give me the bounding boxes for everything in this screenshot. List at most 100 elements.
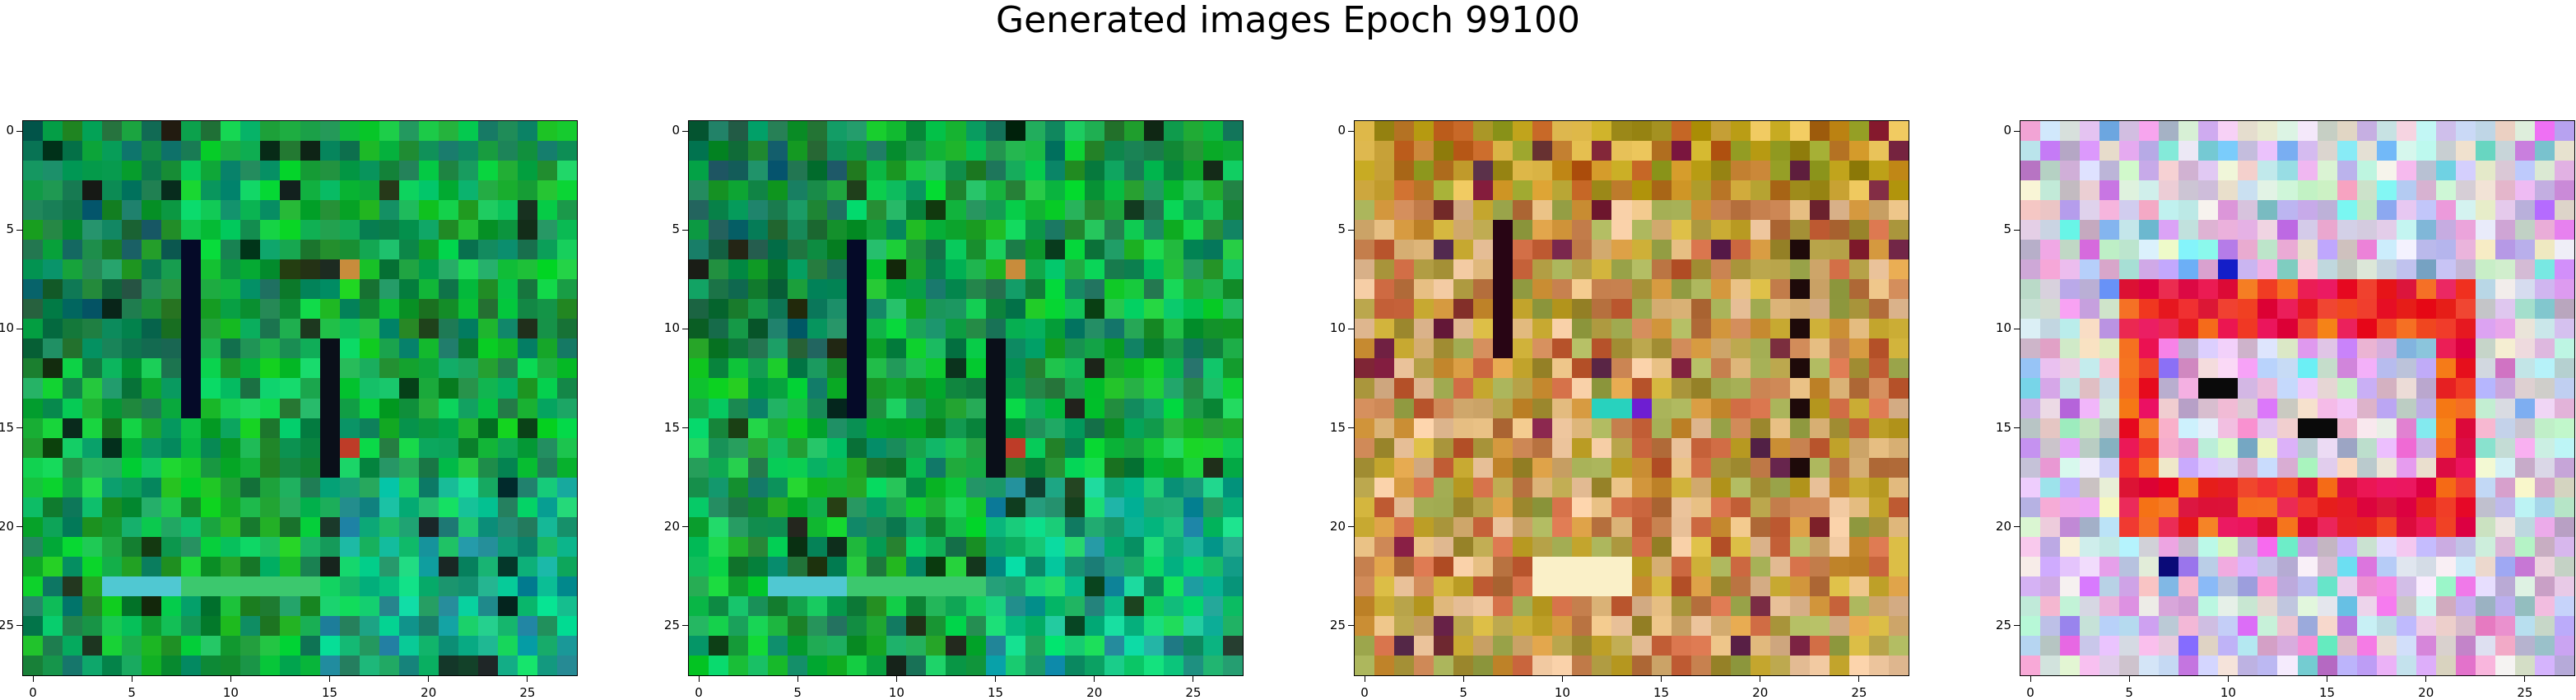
pixel — [1532, 358, 1553, 379]
pixel — [221, 477, 241, 497]
pixel — [1769, 477, 1790, 497]
pixel — [122, 497, 142, 517]
pixel — [2356, 259, 2377, 280]
pixel — [161, 437, 182, 458]
pixel — [2495, 516, 2515, 537]
pixel — [1473, 378, 1494, 399]
pixel — [2554, 259, 2574, 280]
pixel — [2416, 220, 2436, 240]
pixel — [438, 477, 458, 497]
pixel — [339, 299, 360, 320]
pixel — [300, 576, 320, 596]
pixel — [2238, 477, 2258, 497]
pixel — [2396, 655, 2416, 675]
pixel — [43, 259, 63, 280]
pixel — [63, 615, 83, 636]
pixel — [2435, 595, 2456, 616]
pixel — [1690, 655, 1711, 675]
pixel — [2475, 497, 2495, 517]
pixel — [946, 240, 966, 260]
pixel — [748, 319, 769, 339]
pixel — [788, 220, 808, 240]
pixel — [418, 576, 439, 596]
pixel — [221, 180, 241, 201]
pixel — [1710, 220, 1731, 240]
pixel — [260, 635, 281, 656]
pixel — [807, 358, 828, 379]
pixel — [2257, 378, 2278, 399]
pixel — [689, 398, 709, 418]
pixel — [2159, 240, 2179, 260]
pixel — [1183, 418, 1203, 438]
x-tick-label: 25 — [1185, 685, 1202, 700]
pixel — [458, 279, 478, 300]
pixel — [458, 516, 478, 537]
pixel — [1513, 635, 1533, 656]
pixel — [142, 180, 162, 201]
pixel-grid — [688, 120, 1244, 676]
pixel — [1848, 319, 1869, 339]
pixel — [1888, 161, 1909, 181]
pixel — [142, 516, 162, 537]
pixel — [1690, 576, 1711, 596]
pixel — [1202, 635, 1223, 656]
pixel — [379, 240, 399, 260]
pixel — [1104, 576, 1124, 596]
pixel — [2198, 457, 2219, 478]
pixel — [1572, 516, 1593, 537]
pixel — [2554, 161, 2574, 181]
pixel — [1730, 220, 1751, 240]
pixel — [965, 556, 986, 576]
pixel — [2238, 615, 2258, 636]
pixel — [2277, 595, 2298, 616]
pixel — [43, 437, 63, 458]
y-tick-mark — [16, 526, 22, 528]
pixel — [2455, 556, 2476, 576]
pixel — [398, 615, 419, 636]
pixel — [221, 121, 241, 142]
pixel — [1143, 378, 1164, 399]
pixel — [2495, 319, 2515, 339]
pixel — [556, 516, 577, 537]
pixel — [2455, 418, 2476, 438]
pixel — [537, 378, 557, 399]
pixel — [985, 358, 1006, 379]
pixel — [906, 259, 927, 280]
pixel — [2060, 437, 2081, 458]
pixel — [161, 418, 182, 438]
pixel — [2178, 240, 2199, 260]
pixel — [1552, 378, 1573, 399]
pixel — [260, 655, 281, 675]
pixel — [2514, 556, 2535, 576]
pixel — [1710, 279, 1731, 300]
pixel — [1552, 220, 1573, 240]
pixel — [1750, 595, 1770, 616]
pixel — [886, 338, 907, 359]
pixel — [359, 497, 379, 517]
pixel — [517, 240, 537, 260]
pixel — [1163, 615, 1183, 636]
pixel — [847, 299, 867, 320]
pixel — [1084, 180, 1104, 201]
pixel — [2139, 200, 2160, 221]
pixel — [1829, 418, 1849, 438]
pixel — [2396, 161, 2416, 181]
pixel — [1671, 259, 1691, 280]
pixel — [1532, 220, 1553, 240]
pixel — [2356, 240, 2377, 260]
pixel — [379, 378, 399, 399]
pixel — [181, 497, 202, 517]
pixel — [1374, 635, 1395, 656]
pixel — [2297, 655, 2318, 675]
pixel — [2060, 141, 2081, 161]
pixel — [122, 418, 142, 438]
pixel — [2099, 457, 2120, 478]
pixel — [477, 161, 498, 181]
pixel — [1848, 259, 1869, 280]
pixel — [2099, 635, 2120, 656]
pixel — [926, 516, 946, 537]
pixel — [1143, 358, 1164, 379]
pixel — [300, 338, 320, 359]
pixel — [728, 378, 749, 399]
pixel — [768, 279, 788, 300]
